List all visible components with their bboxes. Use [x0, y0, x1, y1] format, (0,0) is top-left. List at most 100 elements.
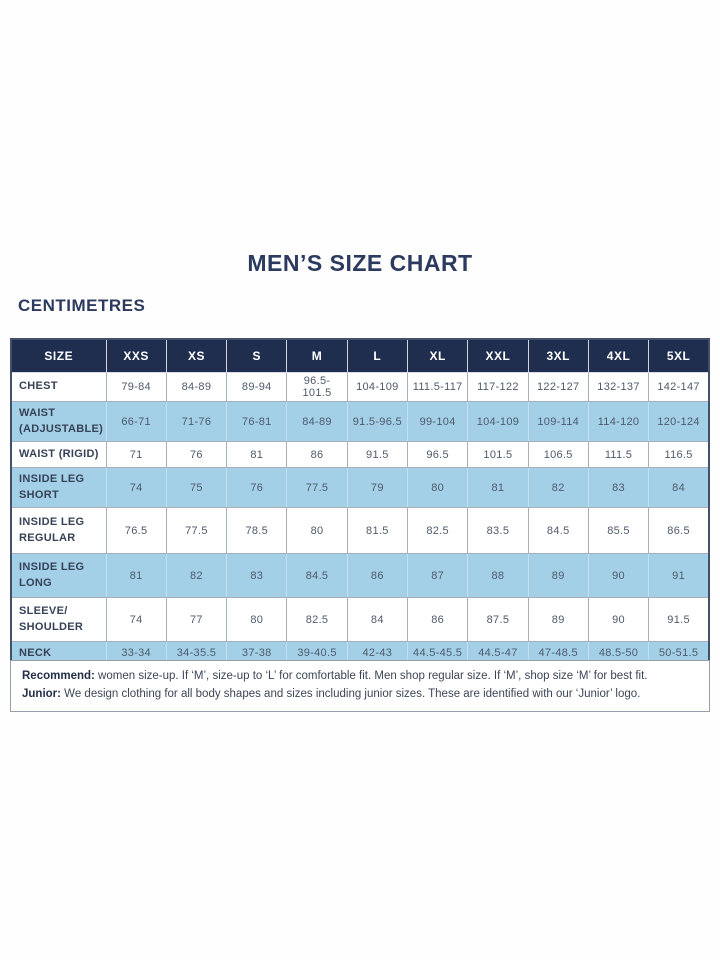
table-header-row: SIZE XXS XS S M L XL XXL 3XL 4XL 5XL — [11, 339, 709, 373]
size-cell: 75 — [165, 467, 228, 508]
size-cell: 81.5 — [346, 507, 408, 554]
column-header-xl: XL — [406, 339, 468, 373]
column-header-4xl: 4XL — [587, 339, 649, 373]
size-cell: 89 — [527, 597, 589, 642]
junior-note-label: Junior: — [22, 688, 61, 701]
size-cell: 66-71 — [105, 401, 167, 442]
row-label: INSIDE LEG REGULAR — [10, 507, 107, 554]
size-cell: 86 — [286, 441, 348, 468]
size-cell: 84 — [346, 597, 408, 642]
table-row-inside-leg-short: INSIDE LEG SHORT 74 75 76 77.5 79 80 81 82 83 84 — [10, 467, 710, 508]
size-cell: 83 — [587, 467, 650, 508]
size-cell: 86 — [406, 597, 469, 642]
column-header-s: S — [226, 339, 287, 373]
size-cell: 81 — [467, 467, 529, 508]
size-cell: 99-104 — [406, 401, 469, 442]
size-cell: 82 — [527, 467, 589, 508]
size-cell: 77 — [165, 597, 228, 642]
table-row-sleeve-shoulder: SLEEVE/ SHOULDER 74 77 80 82.5 84 86 87.5 89 90 91… — [10, 597, 710, 642]
size-cell: 91.5-96.5 — [346, 401, 408, 442]
notes-box: Recommend: women size-up. If ‘M’, size-u… — [10, 660, 710, 712]
size-cell: 96.5-101.5 — [286, 372, 348, 402]
size-table: SIZE XXS XS S M L XL XXL 3XL 4XL 5XL CHEST 79-84 84-… — [10, 338, 710, 667]
junior-note: Junior: We design clothing for all body … — [22, 685, 698, 703]
size-cell: 71-76 — [165, 401, 228, 442]
size-cell: 87 — [406, 553, 469, 598]
table-row-inside-leg-regular: INSIDE LEG REGULAR 76.5 77.5 78.5 80 81.5 82.5… — [10, 507, 710, 554]
size-cell: 87.5 — [467, 597, 529, 642]
column-header-xxl: XXL — [467, 339, 529, 373]
size-cell: 132-137 — [587, 372, 650, 402]
size-cell: 77.5 — [165, 507, 228, 554]
size-cell: 79-84 — [105, 372, 167, 402]
size-cell: 122-127 — [527, 372, 589, 402]
size-cell: 76 — [226, 467, 288, 508]
size-cell: 109-114 — [527, 401, 589, 442]
size-cell: 81 — [226, 441, 288, 468]
column-header-l: L — [346, 339, 408, 373]
junior-note-text: We design clothing for all body shapes a… — [60, 688, 641, 701]
row-label: WAIST (RIGID) — [10, 441, 107, 468]
row-label: CHEST — [10, 372, 107, 402]
size-cell: 80 — [226, 597, 288, 642]
column-header-xxs: XXS — [105, 339, 167, 373]
size-cell: 142-147 — [648, 372, 710, 402]
column-header-5xl: 5XL — [648, 339, 709, 373]
size-cell: 90 — [587, 553, 650, 598]
recommend-note: Recommend: women size-up. If ‘M’, size-u… — [22, 667, 698, 685]
size-cell: 76.5 — [105, 507, 167, 554]
size-cell: 80 — [406, 467, 469, 508]
size-cell: 81 — [105, 553, 167, 598]
size-cell: 71 — [105, 441, 167, 468]
size-cell: 111.5-117 — [406, 372, 469, 402]
size-cell: 106.5 — [527, 441, 589, 468]
size-cell: 89-94 — [226, 372, 288, 402]
size-cell: 82.5 — [406, 507, 469, 554]
recommend-note-label: Recommend: — [22, 670, 95, 682]
size-cell: 83 — [226, 553, 288, 598]
size-cell: 84.5 — [527, 507, 589, 554]
size-cell: 91.5 — [346, 441, 408, 468]
size-cell: 90 — [587, 597, 650, 642]
row-label: SLEEVE/ SHOULDER — [10, 597, 107, 642]
size-table-body: CHEST 79-84 84-89 89-94 96.5-101.5 104-109 111… — [10, 372, 710, 666]
unit-label: CENTIMETRES — [18, 296, 146, 315]
size-cell: 78.5 — [226, 507, 288, 554]
column-header-xs: XS — [165, 339, 227, 373]
size-cell: 84.5 — [286, 553, 348, 598]
row-label: INSIDE LEG LONG — [10, 553, 107, 598]
table-row-waist-adjustable: WAIST (ADJUSTABLE) 66-71 71-76 76-81 84-89 91… — [10, 401, 710, 442]
size-cell: 96.5 — [406, 441, 469, 468]
size-column-header: SIZE — [11, 339, 106, 373]
size-cell: 82 — [165, 553, 228, 598]
size-cell: 84-89 — [165, 372, 228, 402]
size-cell: 74 — [105, 467, 167, 508]
size-cell: 74 — [105, 597, 167, 642]
size-cell: 91.5 — [648, 597, 710, 642]
size-table-head: SIZE XXS XS S M L XL XXL 3XL 4XL 5XL — [11, 339, 709, 373]
size-cell: 82.5 — [286, 597, 348, 642]
size-cell: 117-122 — [467, 372, 529, 402]
row-label: INSIDE LEG SHORT — [10, 467, 107, 508]
size-cell: 84-89 — [286, 401, 348, 442]
row-label: WAIST (ADJUSTABLE) — [10, 401, 107, 442]
page-title: MEN’S SIZE CHART — [247, 250, 473, 276]
size-cell: 83.5 — [467, 507, 529, 554]
recommend-note-text: women size-up. If ‘M’, size-up to ‘L’ fo… — [94, 670, 648, 682]
column-header-m: M — [286, 339, 348, 373]
table-row-inside-leg-long: INSIDE LEG LONG 81 82 83 84.5 86 87 88 89 90 91 — [10, 553, 710, 598]
size-cell: 85.5 — [587, 507, 650, 554]
size-cell: 104-109 — [346, 372, 408, 402]
size-cell: 120-124 — [648, 401, 710, 442]
size-cell: 91 — [648, 553, 710, 598]
size-cell: 104-109 — [467, 401, 529, 442]
table-row-waist-rigid: WAIST (RIGID) 71 76 81 86 91.5 96.5 101.5 106.5 1… — [10, 441, 710, 468]
size-cell: 88 — [467, 553, 529, 598]
size-cell: 80 — [286, 507, 348, 554]
size-cell: 79 — [346, 467, 408, 508]
size-cell: 86 — [346, 553, 408, 598]
size-cell: 101.5 — [467, 441, 529, 468]
size-cell: 89 — [527, 553, 589, 598]
size-cell: 114-120 — [587, 401, 650, 442]
